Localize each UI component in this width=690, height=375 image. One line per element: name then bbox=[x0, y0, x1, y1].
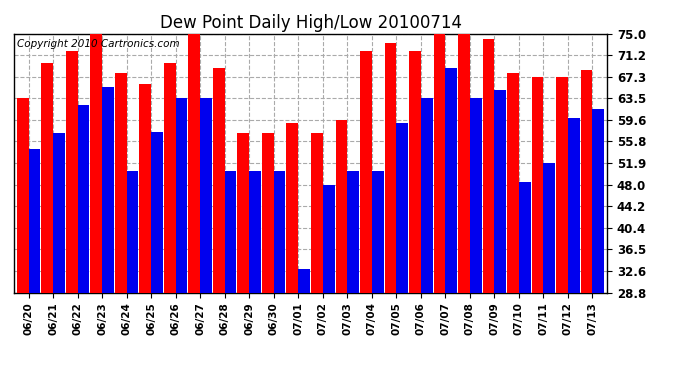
Bar bbox=[274, 171, 286, 292]
Bar bbox=[519, 182, 531, 292]
Bar bbox=[433, 34, 445, 292]
Bar bbox=[53, 134, 65, 292]
Bar bbox=[482, 39, 495, 292]
Bar bbox=[568, 118, 580, 292]
Bar bbox=[396, 123, 408, 292]
Bar bbox=[593, 110, 604, 292]
Bar bbox=[213, 69, 225, 292]
Bar bbox=[66, 51, 77, 292]
Bar bbox=[323, 185, 335, 292]
Bar bbox=[372, 171, 384, 292]
Bar bbox=[17, 98, 28, 292]
Bar bbox=[335, 120, 347, 292]
Bar bbox=[532, 77, 544, 292]
Bar bbox=[164, 63, 176, 292]
Bar bbox=[581, 70, 593, 292]
Bar bbox=[28, 148, 40, 292]
Bar bbox=[249, 171, 261, 292]
Bar bbox=[151, 132, 163, 292]
Bar bbox=[421, 98, 433, 292]
Bar bbox=[41, 63, 53, 292]
Bar bbox=[311, 134, 323, 292]
Bar bbox=[139, 84, 151, 292]
Bar bbox=[544, 163, 555, 292]
Bar bbox=[445, 69, 457, 292]
Bar bbox=[176, 98, 188, 292]
Bar bbox=[77, 105, 89, 292]
Bar bbox=[102, 87, 114, 292]
Bar bbox=[409, 51, 421, 292]
Bar bbox=[556, 77, 568, 292]
Bar bbox=[458, 34, 470, 292]
Bar bbox=[347, 171, 359, 292]
Text: Copyright 2010 Cartronics.com: Copyright 2010 Cartronics.com bbox=[17, 39, 179, 49]
Bar bbox=[200, 98, 212, 292]
Bar bbox=[360, 51, 372, 292]
Title: Dew Point Daily High/Low 20100714: Dew Point Daily High/Low 20100714 bbox=[159, 14, 462, 32]
Bar bbox=[115, 73, 126, 292]
Bar bbox=[188, 34, 200, 292]
Bar bbox=[470, 98, 482, 292]
Bar bbox=[126, 171, 139, 292]
Bar bbox=[286, 123, 298, 292]
Bar bbox=[495, 90, 506, 292]
Bar bbox=[384, 43, 396, 292]
Bar bbox=[507, 73, 519, 292]
Bar bbox=[262, 134, 274, 292]
Bar bbox=[298, 269, 310, 292]
Bar bbox=[225, 171, 237, 292]
Bar bbox=[237, 134, 249, 292]
Bar bbox=[90, 34, 102, 292]
